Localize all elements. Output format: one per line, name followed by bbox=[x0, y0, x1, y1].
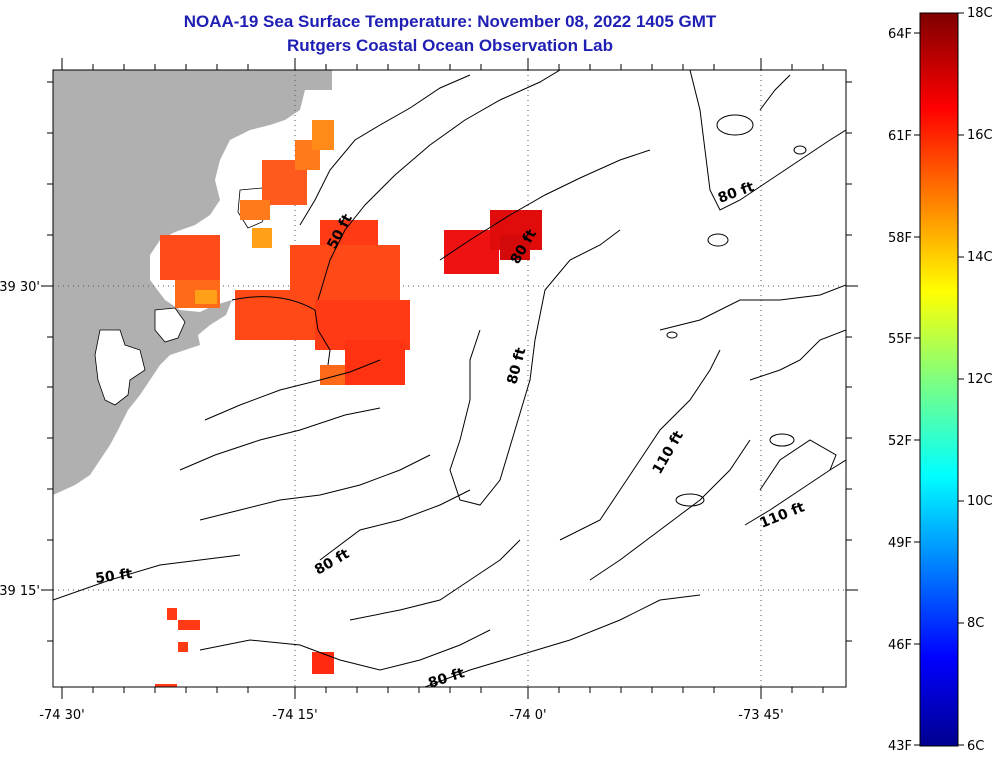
colorbar-gradient bbox=[919, 12, 959, 747]
sst-patch-bay bbox=[160, 235, 220, 308]
x-tick-label: -73 45' bbox=[738, 708, 783, 723]
colorbar-fahrenheit-label: 43F bbox=[888, 739, 912, 754]
colorbar-fahrenheit-label: 55F bbox=[888, 332, 912, 347]
map-subtitle: Rutgers Coastal Ocean Observation Lab bbox=[287, 36, 613, 55]
colorbar-celsius-label: 18C bbox=[967, 6, 992, 21]
y-tick-label: 39 15' bbox=[0, 584, 40, 599]
sst-pixels bbox=[155, 120, 542, 687]
x-tick-label: -74 15' bbox=[272, 708, 317, 723]
colorbar-celsius-label: 14C bbox=[967, 250, 992, 265]
colorbar-celsius-label: 16C bbox=[967, 128, 992, 143]
grid-lines bbox=[53, 70, 846, 687]
colorbar-celsius-label: 8C bbox=[967, 616, 984, 631]
colorbar-fahrenheit-label: 49F bbox=[888, 536, 912, 551]
sst-patch-coastal-north bbox=[240, 120, 334, 248]
sst-patch-south bbox=[155, 608, 334, 687]
colorbar-fahrenheit-label: 58F bbox=[888, 231, 912, 246]
y-tick-label: 39 30' bbox=[0, 280, 40, 295]
axis-ticks bbox=[41, 58, 858, 699]
colorbar-fahrenheit-label: 64F bbox=[888, 27, 912, 42]
sst-patch-east bbox=[444, 210, 542, 274]
colorbar-fahrenheit-label: 46F bbox=[888, 638, 912, 653]
sst-patch-offshore bbox=[235, 220, 410, 385]
x-tick-label: -74 30' bbox=[39, 708, 84, 723]
colorbar-celsius-label: 12C bbox=[967, 372, 992, 387]
map-title: NOAA-19 Sea Surface Temperature: Novembe… bbox=[183, 12, 717, 31]
map-panel[interactable]: 50 ft 80 ft 80 ft 80 ft 80 ft 80 ft 110 … bbox=[53, 70, 846, 692]
bathymetry-contours bbox=[53, 70, 846, 687]
colorbar-celsius-label: 10C bbox=[967, 494, 992, 509]
x-tick-label: -74 0' bbox=[509, 708, 546, 723]
colorbar-fahrenheit-label: 61F bbox=[888, 129, 912, 144]
colorbar-fahrenheit-label: 52F bbox=[888, 434, 912, 449]
colorbar-celsius-label: 6C bbox=[967, 739, 984, 754]
colorbar: 18C 16C 14C 12C 10C 8C 6C 64F 61F 58F 55… bbox=[888, 6, 992, 754]
contour-label: 50 ft bbox=[94, 566, 133, 587]
